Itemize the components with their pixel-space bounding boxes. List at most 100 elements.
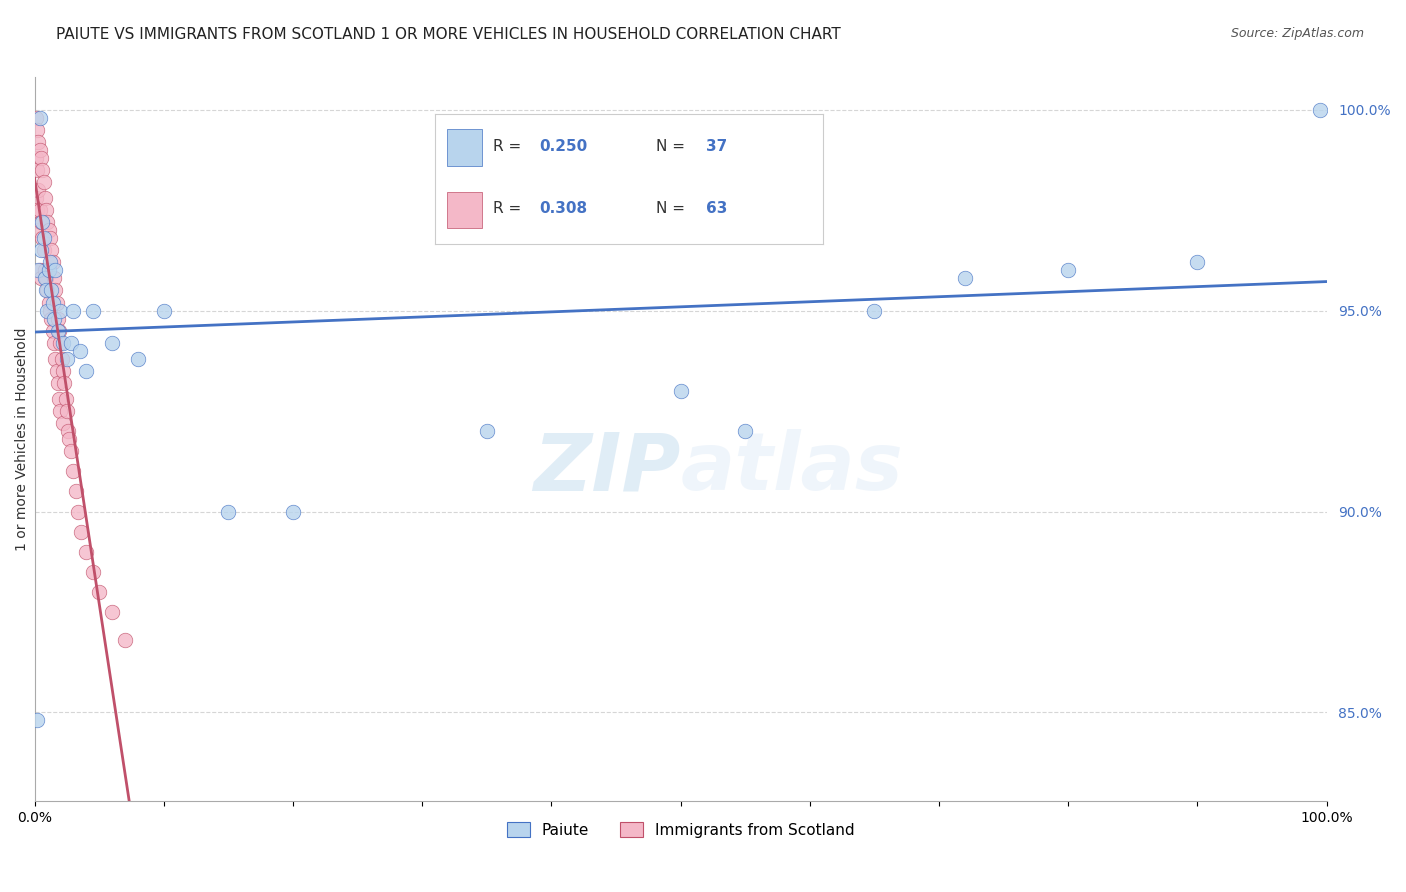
Point: [52, 364, 75, 378]
Point: [44, 351, 66, 366]
Point: [51, 351, 73, 366]
Point: [38, 263, 60, 277]
Point: [34, 191, 56, 205]
Point: [46, 311, 69, 326]
Point: [669, 384, 692, 398]
Point: [35, 271, 58, 285]
Point: [41, 324, 63, 338]
Point: [65, 484, 87, 499]
Point: [30, 271, 52, 285]
Point: [27, 223, 49, 237]
Point: [32, 244, 55, 258]
Point: [24, 191, 46, 205]
Point: [38, 295, 60, 310]
Point: [56, 404, 79, 418]
Point: [953, 271, 976, 285]
Point: [114, 633, 136, 648]
Point: [28, 203, 51, 218]
Text: PAIUTE VS IMMIGRANTS FROM SCOTLAND 1 OR MORE VEHICLES IN HOUSEHOLD CORRELATION C: PAIUTE VS IMMIGRANTS FROM SCOTLAND 1 OR …: [56, 27, 841, 42]
Point: [41, 284, 63, 298]
Point: [52, 335, 75, 350]
Text: ZIP: ZIP: [533, 429, 681, 507]
Point: [101, 605, 124, 619]
Point: [31, 231, 53, 245]
Point: [25, 122, 48, 136]
Y-axis label: 1 or more Vehicles in Household: 1 or more Vehicles in Household: [15, 327, 30, 551]
Point: [1309, 103, 1331, 117]
Point: [24, 111, 46, 125]
Point: [41, 295, 63, 310]
Legend: Paiute, Immigrants from Scotland: Paiute, Immigrants from Scotland: [501, 815, 860, 844]
Text: Source: ZipAtlas.com: Source: ZipAtlas.com: [1230, 27, 1364, 40]
Point: [46, 376, 69, 390]
Point: [39, 231, 62, 245]
Point: [44, 284, 66, 298]
Point: [56, 424, 79, 438]
Point: [127, 351, 149, 366]
Point: [1187, 255, 1209, 269]
Point: [59, 335, 82, 350]
Point: [75, 364, 97, 378]
Point: [152, 303, 174, 318]
Point: [101, 335, 124, 350]
Point: [281, 504, 304, 518]
Point: [34, 263, 56, 277]
Point: [59, 444, 82, 458]
Point: [32, 175, 55, 189]
Point: [27, 135, 49, 149]
Point: [49, 303, 72, 318]
Point: [45, 295, 67, 310]
Point: [39, 303, 62, 318]
Point: [82, 565, 104, 579]
Point: [24, 151, 46, 165]
Point: [34, 271, 56, 285]
Point: [44, 263, 66, 277]
Point: [42, 271, 65, 285]
Point: [67, 504, 90, 518]
Point: [52, 416, 75, 430]
Point: [42, 335, 65, 350]
Point: [31, 162, 53, 177]
Point: [734, 424, 756, 438]
Point: [37, 284, 59, 298]
Point: [62, 303, 84, 318]
Text: atlas: atlas: [681, 429, 903, 507]
Point: [82, 303, 104, 318]
Point: [45, 364, 67, 378]
Point: [89, 585, 111, 599]
Point: [30, 215, 52, 229]
Point: [39, 255, 62, 269]
Point: [48, 392, 70, 406]
Point: [30, 151, 52, 165]
Point: [27, 183, 49, 197]
Point: [42, 311, 65, 326]
Point: [49, 404, 72, 418]
Point: [70, 524, 93, 539]
Point: [46, 324, 69, 338]
Point: [69, 343, 91, 358]
Point: [25, 162, 48, 177]
Point: [863, 303, 886, 318]
Point: [62, 464, 84, 478]
Point: [28, 143, 51, 157]
Point: [32, 231, 55, 245]
Point: [25, 203, 48, 218]
Point: [28, 111, 51, 125]
Point: [75, 544, 97, 558]
Point: [41, 244, 63, 258]
Point: [56, 351, 79, 366]
Point: [1057, 263, 1080, 277]
Point: [48, 324, 70, 338]
Point: [475, 424, 498, 438]
Point: [35, 203, 58, 218]
Point: [37, 303, 59, 318]
Point: [49, 335, 72, 350]
Point: [27, 263, 49, 277]
Point: [30, 244, 52, 258]
Point: [25, 714, 48, 728]
Point: [53, 376, 76, 390]
Point: [58, 432, 80, 446]
Point: [38, 223, 60, 237]
Point: [41, 255, 63, 269]
Point: [217, 504, 239, 518]
